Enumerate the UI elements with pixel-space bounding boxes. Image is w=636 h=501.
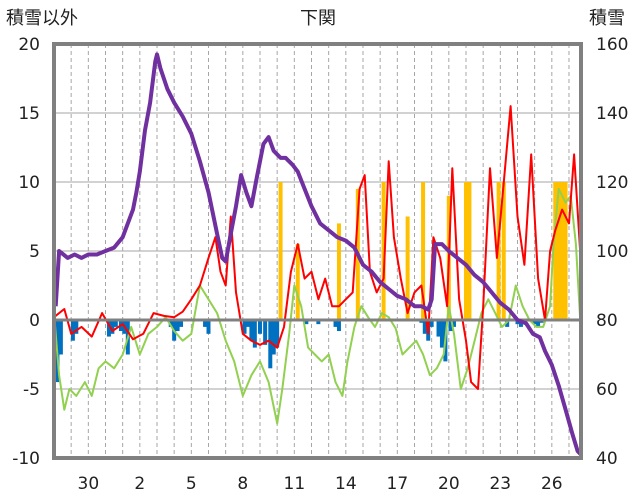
blue-bar [532,320,537,325]
right-tick-label: 60 [596,380,618,400]
left-tick-label: 10 [18,173,40,193]
blue-bar [175,320,180,332]
blue-bar [58,320,63,355]
orange-bar [560,182,565,320]
x-tick-label: 30 [78,474,100,494]
right-tick-label: 80 [596,311,618,331]
blue-bar [422,320,427,334]
blue-bar [110,320,115,334]
blue-bar [271,320,276,355]
tick-labels: 20 15 10 5 0 -5 -10 160 140 120 100 80 60 40 30 2 5 8 11 14… [12,35,628,494]
x-tick-label: 26 [541,474,563,494]
blue-bar [304,320,309,325]
blue-bar [252,320,257,348]
left-tick-label: 0 [29,311,40,331]
line-series [53,52,583,456]
orange-bar [563,182,568,320]
blue-bar [168,320,173,327]
orange-bar [381,182,386,320]
orange-bar [553,182,558,320]
blue-bar [316,320,321,325]
blue-bar [333,320,338,327]
blue-bar [436,320,441,337]
blue-bar [106,320,111,337]
left-tick-label: -5 [23,380,40,400]
left-tick-label: -10 [12,449,40,469]
blue-bar [448,320,453,332]
blue-bar [429,320,434,327]
x-tick-label: 17 [387,474,409,494]
x-tick-label: 5 [186,474,197,494]
x-tick-label: 2 [134,474,145,494]
blue-bar [249,320,254,341]
right-axis-label: 積雪 [589,8,625,29]
left-tick-label: 5 [29,242,40,262]
green-series-line [53,187,582,425]
right-tick-label: 40 [596,449,618,469]
blue-bar [439,320,444,348]
orange-bar [555,182,560,320]
orange-bar [421,182,426,320]
blue-bar [536,320,541,327]
right-tick-label: 100 [596,242,628,262]
orange-bar [496,182,501,320]
orange-bar [558,182,563,320]
orange-bar [295,244,300,320]
x-tick-label: 23 [489,474,511,494]
left-tick-label: 20 [18,35,40,55]
x-tick-label: 8 [237,474,248,494]
left-tick-label: 15 [18,104,40,124]
blue-bar [263,320,268,345]
blue-bar [275,320,280,348]
blue-bar [336,320,341,332]
blue-bar [257,320,262,334]
right-tick-label: 160 [596,35,628,55]
x-tick-label: 14 [335,474,357,494]
snow-depth-line [53,52,583,456]
blue-bar [70,320,75,341]
orange-bar [278,182,283,320]
blue-bar [245,320,250,327]
blue-bar [505,320,510,327]
blue-bar [268,320,273,369]
blue-bar [203,320,208,327]
right-tick-label: 120 [596,173,628,193]
plot-frame [52,42,583,460]
orange-bar [467,182,472,320]
right-tick-label: 140 [596,104,628,124]
blue-bar [113,320,118,327]
red-series-line [53,105,582,390]
orange-bar [336,223,341,320]
orange-bar [405,216,410,320]
blue-bar [206,320,211,334]
orange-bar [501,182,506,320]
blue-bar [179,320,184,327]
blue-bar [451,320,456,327]
left-axis-label: 積雪以外 [6,8,78,29]
chart-title: 下関 [300,8,336,29]
x-tick-label: 11 [284,474,306,494]
x-tick-label: 20 [438,474,460,494]
blue-bar [242,320,247,334]
blue-bar [74,320,79,334]
